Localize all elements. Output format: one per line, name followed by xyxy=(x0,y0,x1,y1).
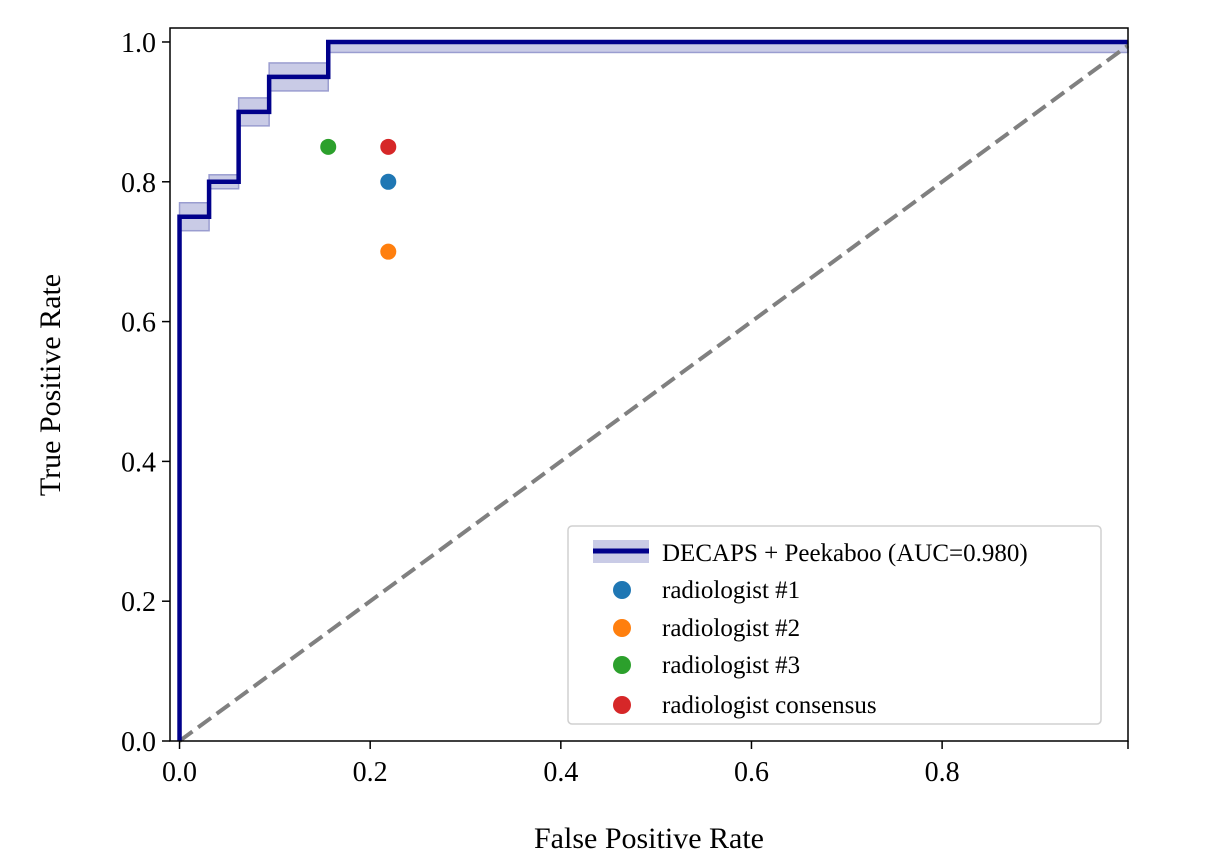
confidence-bands xyxy=(178,41,1129,232)
legend-label-radiologist-consensus: radiologist consensus xyxy=(662,692,877,719)
legend-label-model: DECAPS + Peekaboo (AUC=0.980) xyxy=(662,540,1028,567)
point-radiologist-2 xyxy=(380,243,397,260)
legend: DECAPS + Peekaboo (AUC=0.980) radiologis… xyxy=(567,525,1102,725)
x-tick-label: 0.0 xyxy=(162,757,197,788)
y-tick-label: 0.2 xyxy=(121,587,156,618)
x-axis-ticks: 0.0 0.2 0.4 0.6 0.8 xyxy=(162,741,1129,788)
legend-box xyxy=(567,525,1102,725)
legend-label-radiologist-1: radiologist #1 xyxy=(662,577,800,604)
legend-marker-radiologist-1 xyxy=(613,581,631,599)
y-axis-ticks: 0.0 0.2 0.4 0.6 0.8 1.0 xyxy=(121,28,170,758)
point-radiologist-1 xyxy=(380,173,397,190)
legend-marker-radiologist-3 xyxy=(613,656,631,674)
point-radiologist-3 xyxy=(320,138,337,155)
x-tick-label: 0.4 xyxy=(543,757,578,788)
y-tick-label: 0.0 xyxy=(121,727,156,758)
x-tick-label: 0.6 xyxy=(734,757,769,788)
y-tick-label: 1.0 xyxy=(121,28,156,59)
x-tick-label: 0.2 xyxy=(353,757,388,788)
x-axis-label: False Positive Rate xyxy=(534,822,764,855)
point-radiologist-consensus xyxy=(380,138,397,155)
y-tick-label: 0.4 xyxy=(121,447,156,478)
legend-marker-radiologist-consensus xyxy=(613,696,631,714)
plot-frame xyxy=(169,27,1129,742)
legend-marker-radiologist-2 xyxy=(613,619,631,637)
roc-curve-line xyxy=(177,39,1128,741)
legend-label-radiologist-3: radiologist #3 xyxy=(662,652,800,679)
legend-label-radiologist-2: radiologist #2 xyxy=(662,615,800,642)
y-tick-label: 0.8 xyxy=(121,168,156,199)
radiologist-points xyxy=(320,138,397,260)
y-axis-label: True Positive Rate xyxy=(34,274,67,496)
x-tick-label: 0.8 xyxy=(925,757,960,788)
chance-diagonal-line xyxy=(178,43,1130,743)
y-tick-label: 0.6 xyxy=(121,308,156,339)
